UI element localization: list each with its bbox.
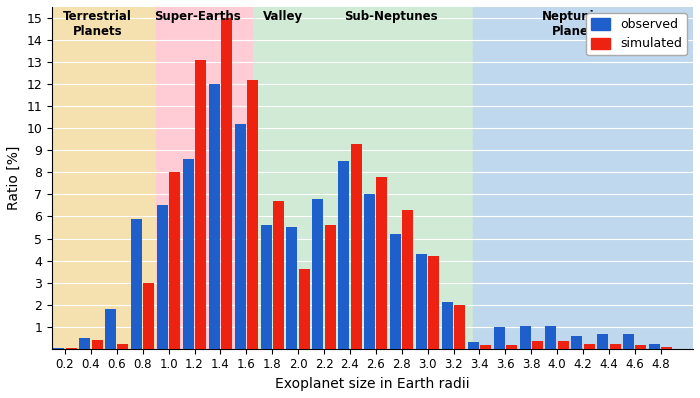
Bar <box>53 348 64 349</box>
Bar <box>597 334 608 349</box>
Bar <box>253 7 318 349</box>
Bar <box>157 205 168 349</box>
Bar <box>273 201 284 349</box>
Text: Terrestrial
Planets: Terrestrial Planets <box>63 10 132 38</box>
Bar <box>260 225 272 349</box>
Bar <box>364 194 375 349</box>
Bar <box>636 345 646 349</box>
Text: Super-Earths: Super-Earths <box>154 10 241 23</box>
Bar <box>221 18 232 349</box>
Bar <box>428 256 440 349</box>
Bar <box>377 177 388 349</box>
Bar <box>105 309 116 349</box>
Bar <box>584 344 594 349</box>
Bar <box>442 302 453 349</box>
Bar <box>473 7 693 349</box>
Bar <box>454 305 466 349</box>
Bar <box>494 327 505 349</box>
Bar <box>506 345 517 349</box>
Bar <box>662 347 672 349</box>
Bar <box>234 124 246 349</box>
Bar <box>545 326 557 349</box>
Bar <box>131 219 142 349</box>
Bar <box>558 341 568 349</box>
Bar <box>118 344 129 349</box>
Bar <box>52 7 155 349</box>
Text: Neptunian
Planets: Neptunian Planets <box>542 10 611 38</box>
Bar <box>209 84 220 349</box>
Legend: observed, simulated: observed, simulated <box>586 13 687 55</box>
Bar <box>312 199 323 349</box>
Text: Valley: Valley <box>262 10 302 23</box>
Bar <box>92 340 103 349</box>
Bar <box>144 283 155 349</box>
Bar <box>571 336 582 349</box>
Bar <box>299 269 310 349</box>
Bar <box>351 144 362 349</box>
Bar <box>286 228 297 349</box>
Bar <box>195 60 206 349</box>
Bar <box>66 348 77 349</box>
Bar <box>247 80 258 349</box>
Bar <box>155 7 253 349</box>
Bar <box>183 159 194 349</box>
Bar <box>402 210 414 349</box>
Bar <box>532 341 543 349</box>
Bar <box>649 344 660 349</box>
Bar <box>519 326 531 349</box>
Y-axis label: Ratio [%]: Ratio [%] <box>7 146 21 210</box>
Bar <box>325 225 336 349</box>
Text: Sub-Neptunes: Sub-Neptunes <box>344 10 438 23</box>
Bar <box>468 342 479 349</box>
Bar <box>318 7 473 349</box>
Bar <box>390 234 401 349</box>
Bar <box>480 345 491 349</box>
Bar <box>610 344 620 349</box>
Bar <box>416 254 427 349</box>
X-axis label: Exoplanet size in Earth radii: Exoplanet size in Earth radii <box>275 377 470 391</box>
Bar <box>623 334 634 349</box>
Bar <box>79 338 90 349</box>
Bar <box>338 161 349 349</box>
Bar <box>169 172 181 349</box>
